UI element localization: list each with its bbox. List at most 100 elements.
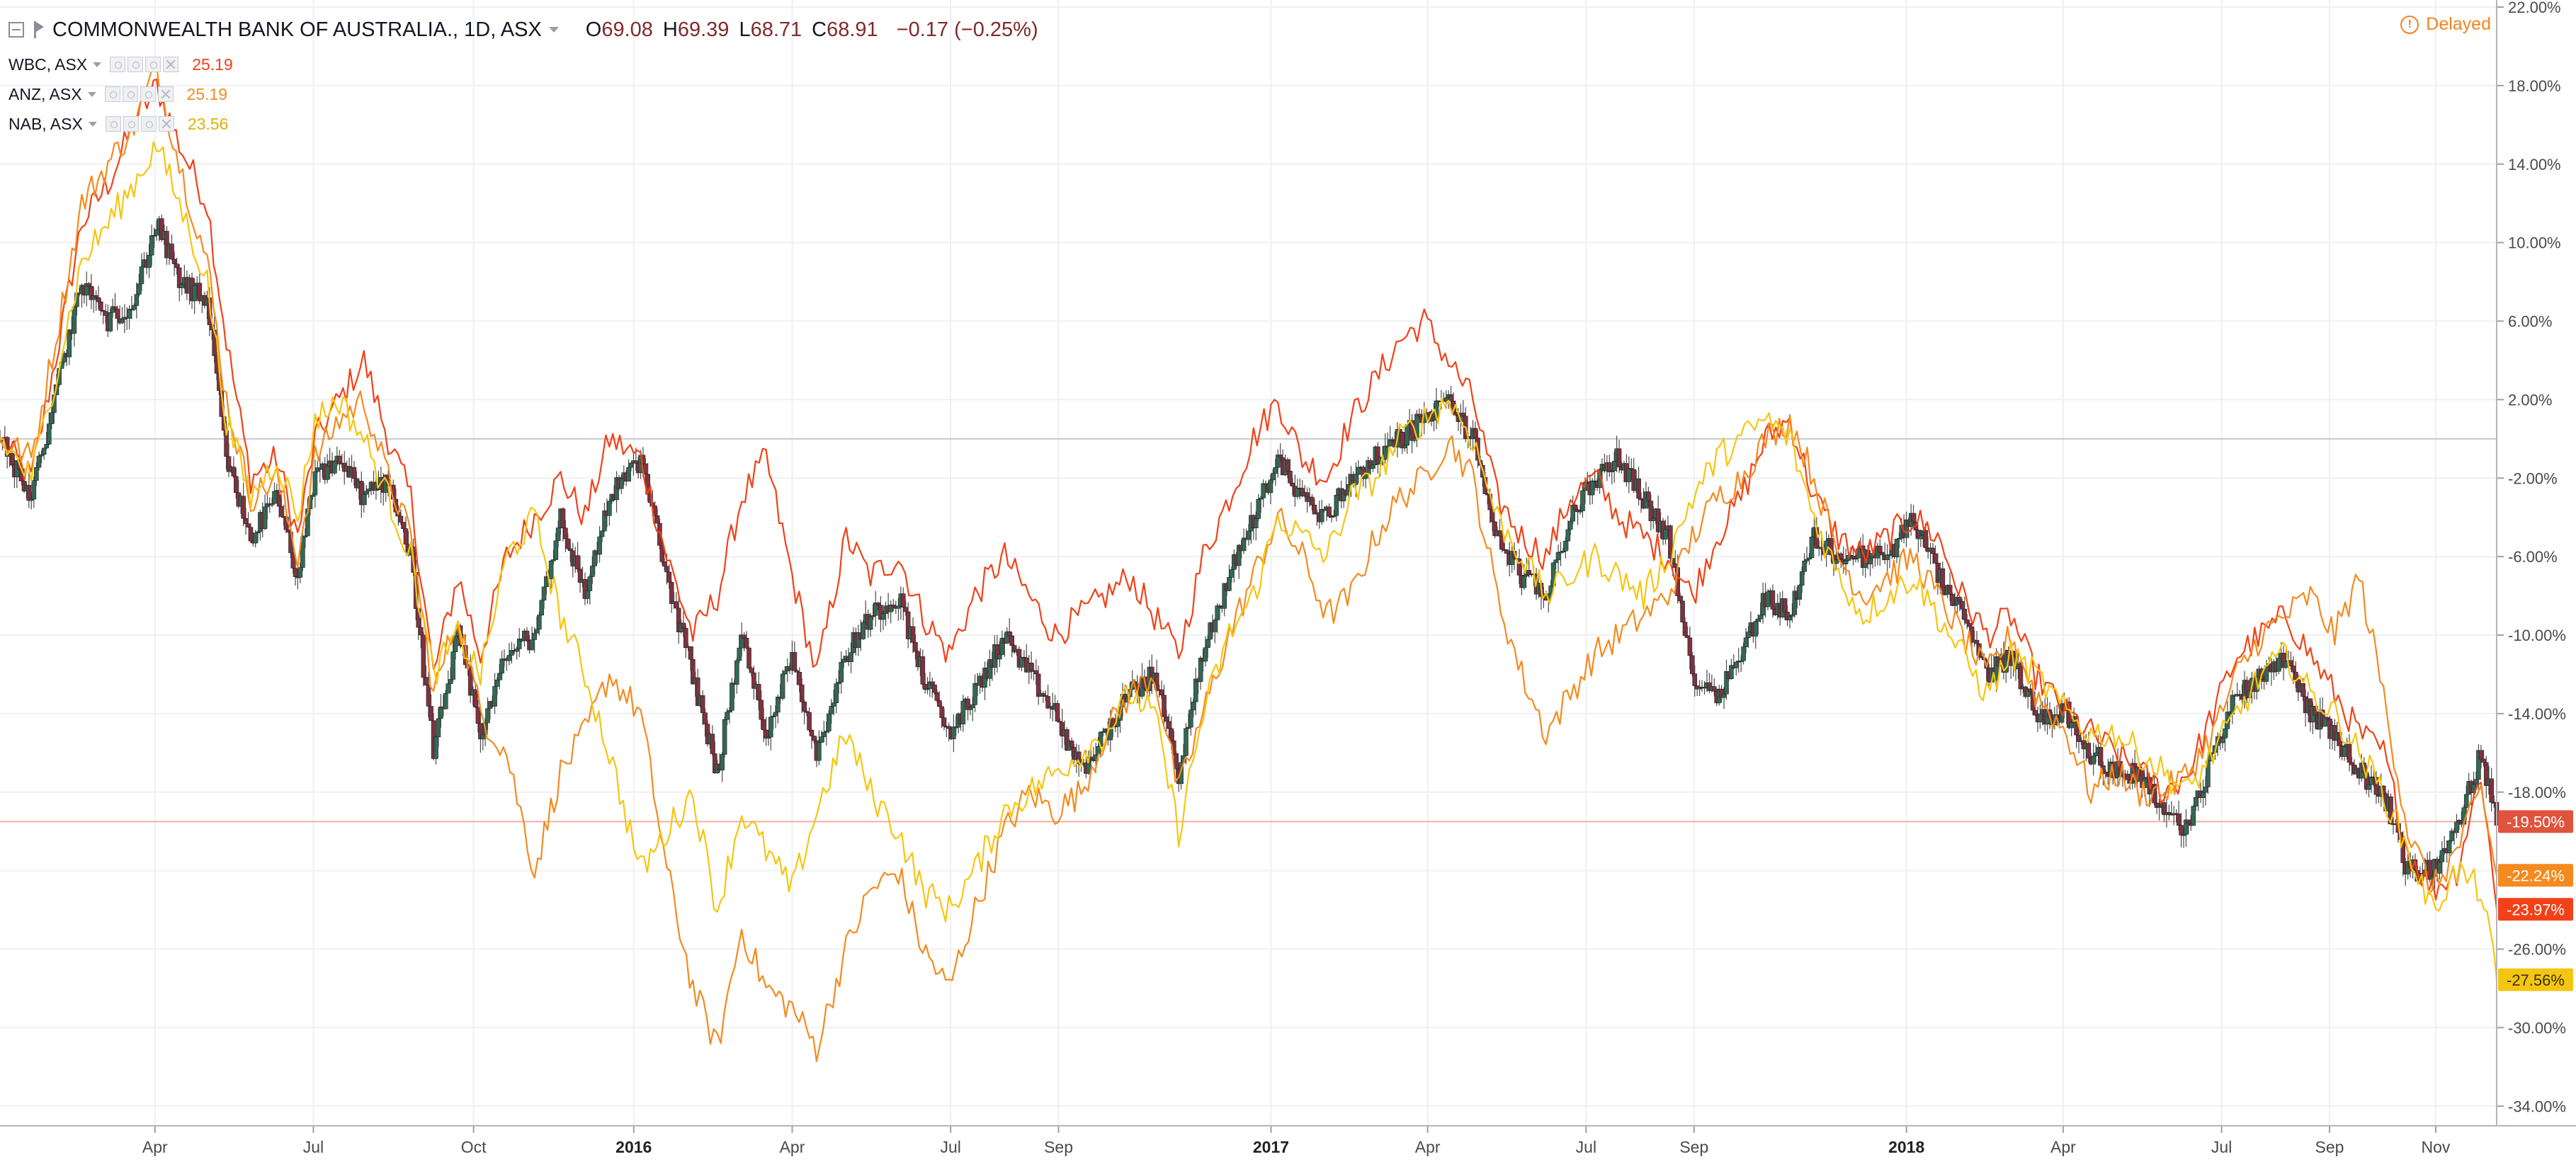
candle-body bbox=[450, 651, 455, 680]
gear-icon[interactable] bbox=[123, 116, 139, 132]
candle-body bbox=[700, 695, 705, 713]
candle-body bbox=[2366, 784, 2371, 790]
candle-body bbox=[1227, 577, 1232, 591]
candle-body bbox=[297, 567, 303, 578]
y-axis-tick-label: -6.00% bbox=[2508, 548, 2558, 566]
candle-body bbox=[587, 576, 593, 591]
candle-body bbox=[1741, 646, 1746, 661]
candle-body bbox=[2388, 796, 2393, 824]
compare-symbol[interactable]: NAB, ASX bbox=[8, 114, 83, 133]
chevron-down-icon[interactable] bbox=[87, 91, 96, 97]
gear-icon[interactable] bbox=[127, 57, 144, 72]
ohlc-label: L bbox=[739, 18, 751, 41]
candle-body bbox=[110, 306, 115, 313]
close-icon[interactable] bbox=[163, 57, 179, 72]
y-axis-tick-label: -10.00% bbox=[2508, 627, 2566, 644]
candle-body bbox=[253, 532, 258, 544]
candle-body bbox=[2093, 752, 2099, 757]
candle-body bbox=[1229, 569, 1235, 578]
candle-body bbox=[1055, 703, 1060, 721]
candle-body bbox=[1894, 539, 1900, 558]
candle-body bbox=[1356, 467, 1361, 475]
more-icon[interactable] bbox=[140, 116, 157, 132]
candle-body bbox=[960, 700, 966, 724]
candle-body bbox=[1765, 591, 1771, 607]
delayed-indicator[interactable]: ! Delayed bbox=[2400, 14, 2491, 35]
candle-body bbox=[1295, 487, 1300, 497]
candle-body bbox=[1310, 496, 1315, 506]
candle-body bbox=[1964, 619, 1970, 624]
candle-body bbox=[657, 523, 662, 546]
close-icon[interactable] bbox=[158, 116, 174, 132]
candle-body bbox=[920, 656, 926, 685]
candle-body bbox=[139, 266, 144, 285]
candle-body bbox=[807, 712, 812, 731]
compare-symbol[interactable]: ANZ, ASX bbox=[8, 84, 82, 103]
candle-body bbox=[424, 677, 429, 685]
y-axis-tick-label: 2.00% bbox=[2508, 391, 2552, 409]
price-badge-bg bbox=[2498, 898, 2573, 921]
candle-body bbox=[1611, 461, 1617, 472]
candle-body bbox=[480, 734, 486, 740]
candle-body bbox=[2342, 746, 2347, 757]
candle-body bbox=[1743, 637, 1749, 647]
candle-body bbox=[861, 622, 866, 639]
chevron-down-icon[interactable] bbox=[88, 121, 97, 127]
candle-body bbox=[1290, 482, 1295, 487]
flag-icon[interactable] bbox=[34, 21, 44, 38]
candle-body bbox=[279, 506, 284, 517]
candle-body bbox=[737, 647, 742, 661]
candle-body bbox=[734, 660, 739, 685]
candle-body bbox=[1799, 571, 1805, 586]
compare-legend-nab: NAB, ASX 23.56 bbox=[8, 109, 1038, 139]
candle-body bbox=[1261, 483, 1266, 498]
gear-icon[interactable] bbox=[122, 86, 138, 102]
candle-body bbox=[1589, 480, 1595, 496]
candle-body bbox=[849, 652, 853, 662]
candle-body bbox=[1565, 529, 1571, 542]
eye-icon[interactable] bbox=[110, 57, 126, 72]
candle-body bbox=[28, 498, 34, 501]
collapse-icon[interactable] bbox=[8, 22, 24, 38]
chevron-down-icon[interactable] bbox=[93, 62, 102, 67]
candle-body bbox=[946, 726, 951, 729]
chevron-down-icon[interactable] bbox=[548, 27, 559, 33]
candle-body bbox=[703, 712, 708, 724]
candle-body bbox=[2349, 762, 2354, 765]
candle-body bbox=[2300, 683, 2305, 697]
candle-body bbox=[2481, 758, 2486, 763]
compare-symbol[interactable]: WBC, ASX bbox=[8, 55, 88, 74]
close-icon[interactable] bbox=[157, 86, 174, 102]
x-axis-tick-label: 2018 bbox=[1888, 1138, 1924, 1156]
candle-body bbox=[514, 649, 519, 652]
candle-body bbox=[688, 646, 693, 660]
candle-body bbox=[710, 734, 715, 754]
candle-body bbox=[1215, 605, 1220, 621]
candle-body bbox=[2125, 773, 2130, 780]
y-axis-tick-label: 22.00% bbox=[2508, 0, 2561, 16]
price-badge-label: -23.97% bbox=[2507, 901, 2565, 918]
compare-value: 25.19 bbox=[192, 55, 233, 74]
candle-body bbox=[1254, 518, 1259, 529]
candle-body bbox=[913, 641, 918, 652]
symbol-title[interactable]: COMMONWEALTH BANK OF AUSTRALIA., 1D, ASX bbox=[52, 18, 542, 41]
candle-body bbox=[633, 460, 639, 464]
candle-body bbox=[1567, 520, 1573, 530]
x-axis-tick-label: Sep bbox=[1679, 1138, 1708, 1156]
x-axis-tick-label: Jul bbox=[303, 1138, 324, 1156]
candle-body bbox=[1974, 639, 1980, 644]
candle-body bbox=[1417, 413, 1422, 417]
more-icon[interactable] bbox=[140, 86, 156, 102]
candle-body bbox=[1682, 622, 1688, 636]
candle-body bbox=[563, 527, 568, 540]
candle-body bbox=[1947, 585, 1953, 595]
more-icon[interactable] bbox=[145, 57, 161, 72]
ohlc-low: L68.71 bbox=[729, 18, 802, 42]
candle-body bbox=[453, 636, 458, 652]
eye-icon[interactable] bbox=[104, 86, 120, 102]
candle-body bbox=[1843, 560, 1849, 564]
candle-body bbox=[780, 673, 785, 699]
eye-icon[interactable] bbox=[105, 116, 121, 132]
candle-body bbox=[1626, 468, 1632, 482]
